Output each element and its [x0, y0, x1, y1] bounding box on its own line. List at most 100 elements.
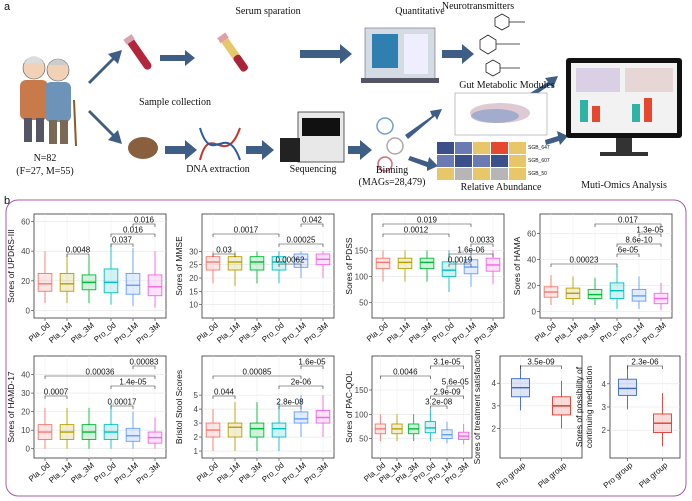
significance-bracket — [550, 263, 618, 267]
arrow — [165, 140, 197, 160]
x-tick-label: Pro_3M — [303, 320, 331, 345]
box — [271, 422, 287, 438]
step-label: Binning — [376, 165, 408, 176]
y-tick-label: 50 — [359, 298, 368, 307]
significance-bracket — [278, 263, 302, 267]
taxon-label: SGB_647 — [528, 145, 550, 151]
x-tick-label: Pla_3M — [575, 320, 602, 345]
y-tick-label: 100 — [355, 272, 369, 281]
p-value: 0.0017 — [234, 226, 259, 235]
y-axis-label: Sores of HAMD-17 — [6, 371, 16, 443]
p-value: 0.00085 — [243, 368, 272, 377]
box — [125, 272, 141, 295]
y-axis-label: Sores of possibility of — [574, 366, 584, 447]
p-value: 2.3e-06 — [631, 358, 659, 367]
significance-bracket — [520, 365, 562, 369]
p-value: 0.017 — [618, 216, 639, 225]
p-value: 0.0046 — [393, 368, 418, 377]
y-tick-label: 40 — [527, 256, 536, 265]
significance-bracket — [380, 375, 431, 379]
box — [293, 411, 309, 424]
p-value: 8.6e-10 — [625, 236, 653, 245]
p-value: 1.4e-05 — [119, 378, 147, 387]
plot-area — [499, 355, 583, 459]
arrow — [88, 110, 122, 144]
p-value: 0.0007 — [44, 388, 69, 397]
taxon-label: SGB_50 — [528, 171, 547, 177]
y-tick-label: 3 — [492, 402, 497, 411]
significance-bracket — [382, 223, 472, 227]
p-value: 2.9e-09 — [433, 388, 461, 397]
y-tick-label: 150 — [355, 246, 369, 255]
significance-bracket — [446, 385, 464, 389]
p-value: 3.5e-09 — [527, 358, 555, 367]
step-label: Quantitative — [395, 6, 445, 17]
x-tick-label: Pro_3M — [135, 320, 163, 345]
y-tick-label: 150 — [355, 386, 369, 395]
significance-bracket — [382, 233, 450, 237]
x-tick-label: Pla_3M — [237, 460, 264, 485]
y-tick-label: 30 — [189, 247, 198, 256]
box — [227, 422, 243, 438]
p-value: 1.6e-06 — [457, 246, 485, 255]
x-tick-label: Pro group — [602, 460, 635, 490]
sex-ratio: (F=27, M=55) — [16, 166, 73, 177]
y-tick-label: 0 — [26, 307, 31, 316]
x-tick-label: Pro_3M — [135, 460, 163, 485]
box — [249, 422, 265, 438]
plot-area — [371, 213, 505, 319]
mass-spec — [361, 27, 439, 83]
y-axis-label: Sores of MMSE — [174, 236, 184, 296]
y-tick-label: 30 — [21, 389, 30, 398]
plot-area — [201, 213, 335, 319]
y-tick-label: 20 — [527, 282, 536, 291]
x-tick-label: Pla_3M — [237, 320, 264, 345]
significance-bracket — [110, 405, 134, 409]
significance-bracket — [212, 233, 280, 237]
significance-bracket — [627, 365, 663, 369]
significance-bracket — [212, 375, 302, 379]
plot-area — [371, 355, 473, 459]
arrow — [405, 109, 442, 139]
step-label: Gut Metabolic Modules — [459, 80, 555, 91]
elderly-icon — [20, 56, 77, 147]
y-tick-label: 5 — [194, 391, 199, 400]
significance-bracket — [132, 223, 156, 227]
panel-border — [5, 199, 687, 497]
arrow — [545, 131, 568, 145]
y-tick-label: 3 — [194, 419, 199, 428]
x-tick-label: Pro_3M — [641, 320, 669, 345]
x-tick-label: Pro_3M — [473, 320, 501, 345]
p-value: 0.016 — [123, 226, 144, 235]
plot-area — [201, 355, 335, 459]
box — [618, 378, 637, 396]
step-label: Relative Abundance — [461, 182, 542, 193]
y-tick-label: 10 — [189, 301, 198, 310]
workflow: a N=82 (F=27, M=55) Sample collection Se… — [4, 1, 682, 193]
p-value: 0.00083 — [130, 358, 159, 367]
arrow — [246, 140, 274, 160]
y-tick-label: 0 — [532, 308, 537, 317]
y-axis-label: Sores of treatment satisfaction — [472, 349, 482, 464]
p-value: 0.037 — [112, 236, 133, 245]
significance-bracket — [44, 395, 68, 399]
sample-size: N=82 — [34, 153, 57, 164]
y-tick-label: 20 — [21, 408, 30, 417]
arrow — [160, 50, 195, 66]
box — [424, 421, 436, 434]
p-value: 5.6e-05 — [442, 378, 470, 387]
significance-bracket — [430, 365, 464, 369]
step-label: Serum sparation — [235, 6, 300, 17]
p-value: 0.00062 — [276, 256, 305, 265]
monitor-icon — [566, 58, 682, 156]
y-axis-label: Sores of HAMA — [512, 236, 522, 295]
significance-bracket — [638, 233, 662, 237]
x-tick-label: Pla_3M — [407, 320, 434, 345]
significance-bracket — [110, 233, 156, 237]
y-tick-label: 100 — [355, 410, 369, 419]
p-value: 2e-06 — [291, 378, 312, 387]
p-value: 0.042 — [302, 216, 323, 225]
significance-bracket — [66, 253, 90, 257]
x-tick-label: Pla_3M — [69, 460, 96, 485]
significance-bracket — [110, 243, 134, 247]
